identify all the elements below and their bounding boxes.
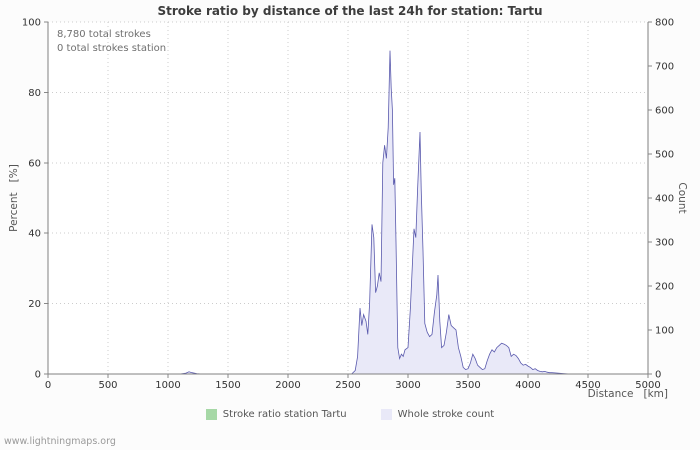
left-y-tick-label: 40 [28,229,41,240]
legend-swatch-ratio [205,409,217,420]
x-tick-label: 2500 [335,380,360,391]
x-tick-label: 2000 [275,380,300,391]
left-y-tick-label: 100 [22,18,41,29]
chart-title: Stroke ratio by distance of the last 24h… [157,4,543,18]
left-y-tick-label: 80 [28,88,41,99]
x-tick-label: 1500 [215,380,240,391]
x-tick-label: 0 [45,380,51,391]
left-y-tick-label: 20 [28,299,41,310]
right-y-tick-label: 300 [655,238,674,249]
right-y-tick-label: 500 [655,150,674,161]
legend-item-ratio: Stroke ratio station Tartu [205,409,347,420]
annotation-total-strokes: 8,780 total strokes [57,29,151,40]
x-tick-label: 1000 [155,380,180,391]
right-y-tick-label: 800 [655,18,674,29]
y-axis-label-left: Percent [%] [8,164,20,232]
legend-label-count: Whole stroke count [397,409,495,420]
legend-swatch-count [380,409,392,420]
annotations: 8,780 total strokes 0 total strokes stat… [57,28,166,56]
left-y-tick-label: 0 [35,370,41,381]
x-axis-label: Distance [km] [587,388,668,400]
x-tick-label: 3000 [395,380,420,391]
right-y-tick-label: 400 [655,194,674,205]
x-tick-label: 5000 [635,380,660,391]
x-tick-label: 3500 [455,380,480,391]
right-y-tick-label: 200 [655,282,674,293]
annotation-station-strokes: 0 total strokes station [57,43,167,54]
y-axis-label-right: Count [676,182,688,214]
right-y-tick-label: 600 [655,106,674,117]
right-y-tick-label: 700 [655,62,674,73]
legend-label-ratio: Stroke ratio station Tartu [222,409,347,420]
right-y-tick-label: 100 [655,326,674,337]
x-tick-label: 4500 [575,380,600,391]
count-line [48,50,648,375]
legend: Stroke ratio station Tartu Whole stroke … [0,409,700,420]
legend-item-count: Whole stroke count [380,409,495,420]
left-y-tick-label: 60 [28,158,41,169]
x-tick-label: 4000 [515,380,540,391]
x-tick-label: 500 [98,380,117,391]
right-y-tick-label: 0 [655,370,661,381]
watermark: www.lightningmaps.org [4,436,116,447]
